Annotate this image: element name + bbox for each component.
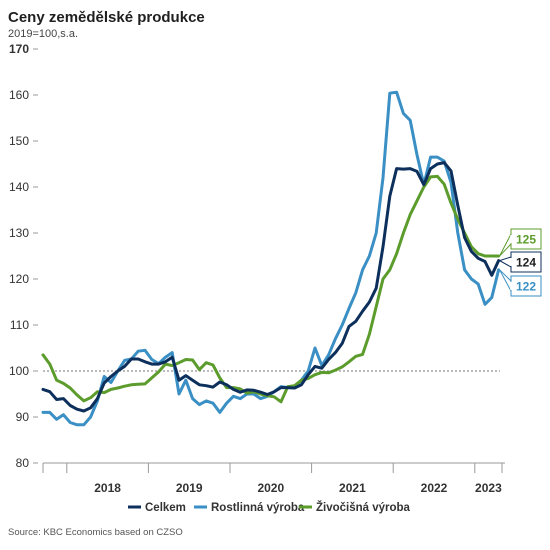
callout-pointer	[499, 233, 512, 257]
callout-value: 122	[516, 280, 536, 294]
legend-label: Rostlinná výroba	[211, 502, 305, 514]
y-tick-label: 90	[16, 410, 30, 424]
x-tick-label: 2021	[339, 481, 366, 495]
x-tick-label: 2023	[475, 481, 502, 495]
y-tick-label: 120	[9, 272, 29, 286]
x-axis: 2018 2019 2020 2021 2022 2023	[42, 462, 505, 495]
y-tick-label: 170	[9, 42, 29, 56]
x-tick-label: 2022	[421, 481, 448, 495]
y-tick-label: 130	[9, 226, 29, 240]
callout-value: 124	[516, 256, 536, 270]
y-tick-label: 100	[9, 364, 29, 378]
series-lines	[41, 90, 501, 427]
callout-pointer	[498, 256, 512, 268]
x-tick-label: 2020	[257, 481, 284, 495]
callout-pointer	[499, 269, 512, 292]
series-line-0	[41, 161, 501, 413]
y-tick-label: 160	[9, 88, 29, 102]
legend-label: Celkem	[145, 502, 186, 514]
source-note: Source: KBC Economics based on CZSO	[8, 527, 183, 538]
legend-label: Živočišná výroba	[316, 501, 411, 514]
end-value-callouts: 125 124 122	[498, 228, 542, 297]
y-tick-label: 80	[16, 456, 30, 470]
callout-value: 125	[516, 233, 536, 247]
chart-subtitle: 2019=100,s.a.	[8, 28, 79, 40]
y-tick-label: 150	[9, 134, 29, 148]
chart-title: Ceny zemědělské produkce	[8, 9, 205, 26]
series-line-2	[41, 174, 501, 404]
x-tick-label: 2018	[94, 481, 121, 495]
x-tick-label: 2019	[176, 481, 203, 495]
y-tick-label: 110	[10, 318, 29, 332]
y-axis: 80 90 100 110 120 130 140 150 160 170	[9, 42, 38, 470]
y-tick-label: 140	[9, 180, 29, 194]
legend: Celkem Rostlinná výroba Živočišná výroba	[128, 501, 411, 514]
